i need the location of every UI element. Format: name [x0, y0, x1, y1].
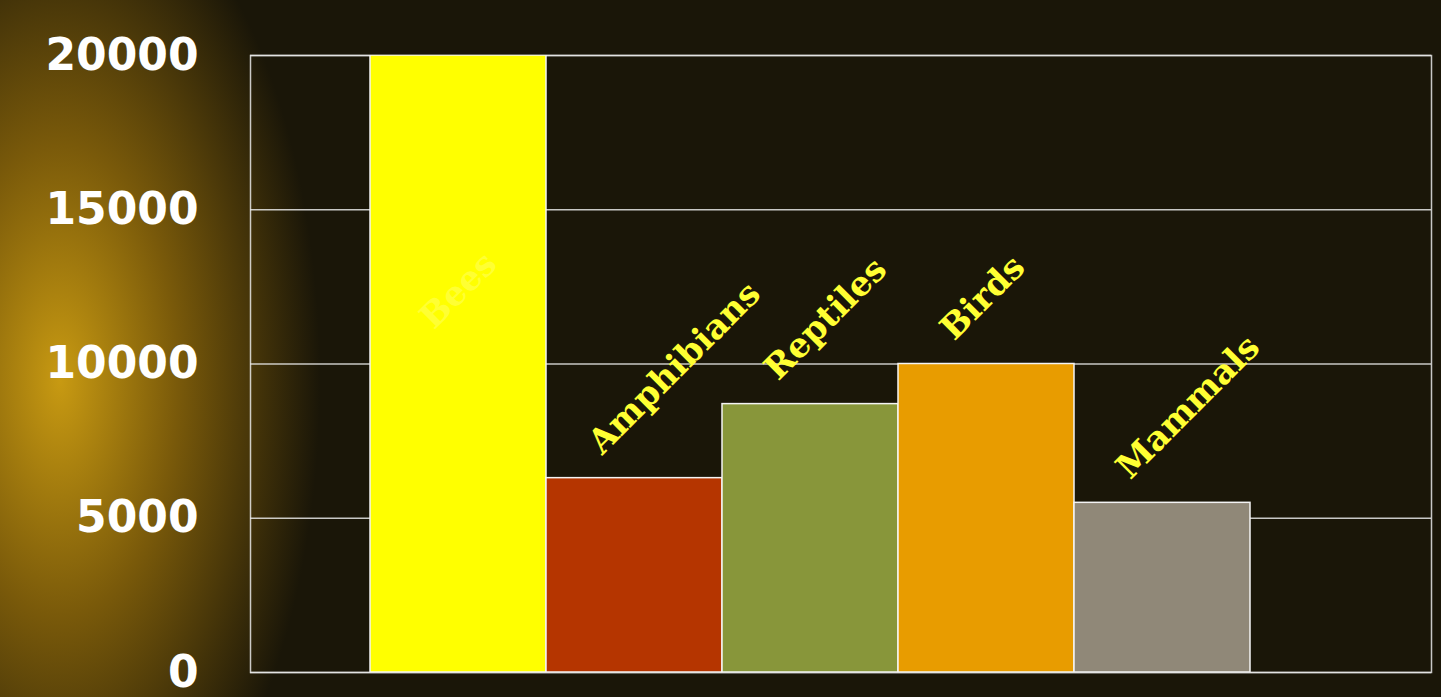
svg-text:5000: 5000 [76, 491, 198, 542]
svg-text:20000: 20000 [45, 29, 198, 80]
svg-text:10000: 10000 [45, 337, 198, 388]
svg-text:Mammals: Mammals [1108, 327, 1268, 487]
svg-text:Reptiles: Reptiles [756, 249, 895, 388]
svg-text:0: 0 [168, 646, 199, 697]
svg-text:Bees: Bees [411, 243, 504, 336]
svg-text:15000: 15000 [45, 183, 198, 234]
svg-text:Amphibians: Amphibians [579, 273, 768, 462]
svg-text:Birds: Birds [932, 247, 1033, 348]
